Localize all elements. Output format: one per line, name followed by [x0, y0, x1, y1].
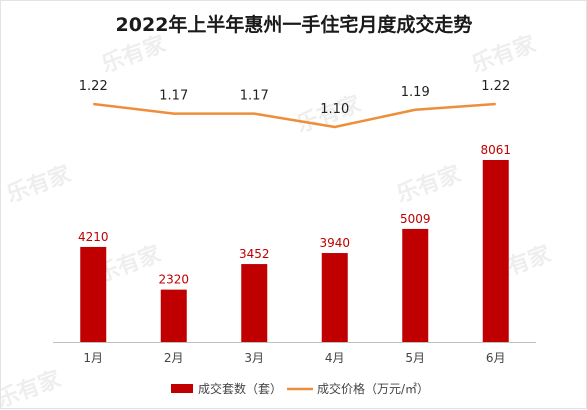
watermark-text: 乐有家	[468, 31, 540, 78]
price-value-label: 1.17	[240, 89, 269, 104]
legend: 成交套数（套） 成交价格（万元/㎡）	[171, 381, 429, 396]
bar-value-label: 2320	[158, 273, 189, 287]
x-tick-label: 1月	[83, 351, 103, 365]
price-value-label: 1.22	[481, 79, 510, 94]
bar	[482, 160, 509, 342]
bar-value-label: 4210	[78, 230, 109, 244]
watermark-text: 乐有家	[1, 366, 65, 410]
legend-bar-swatch	[171, 384, 193, 393]
x-tick-label: 4月	[325, 351, 345, 365]
watermark-text: 乐有家	[393, 161, 465, 208]
price-value-label: 1.22	[79, 79, 108, 94]
bar	[160, 289, 187, 342]
legend-line-label: 成交价格（万元/㎡）	[317, 381, 429, 396]
x-tick-labels: 1月 2月 3月 4月 5月 6月	[83, 351, 505, 365]
price-line	[93, 102, 496, 129]
chart-title: 2022年上半年惠州一手住宅月度成交走势	[116, 13, 473, 36]
bar-labels: 4210 2320 3452 3940 5009 8061	[78, 143, 511, 287]
x-tick-label: 6月	[486, 351, 506, 365]
watermark-text: 乐有家	[98, 31, 170, 78]
price-labels: 1.22 1.17 1.17 1.10 1.19 1.22	[79, 79, 510, 117]
bar-value-label: 5009	[400, 212, 431, 226]
price-value-label: 1.10	[320, 102, 349, 117]
price-value-label: 1.17	[159, 89, 188, 104]
x-tick-label: 2月	[164, 351, 184, 365]
legend-bar-label: 成交套数（套）	[198, 381, 282, 396]
bar-value-label: 8061	[480, 143, 511, 157]
x-tick-label: 3月	[244, 351, 264, 365]
watermark-text: 乐有家	[3, 161, 75, 208]
price-value-label: 1.19	[401, 85, 430, 100]
bar-value-label: 3940	[319, 236, 350, 250]
bar	[241, 264, 268, 342]
bar	[80, 246, 107, 342]
bar-value-label: 3452	[239, 247, 270, 261]
bar	[321, 253, 348, 342]
line-series	[93, 102, 496, 129]
bar-series	[80, 160, 509, 342]
bar	[402, 228, 429, 342]
x-tick-label: 5月	[405, 351, 425, 365]
